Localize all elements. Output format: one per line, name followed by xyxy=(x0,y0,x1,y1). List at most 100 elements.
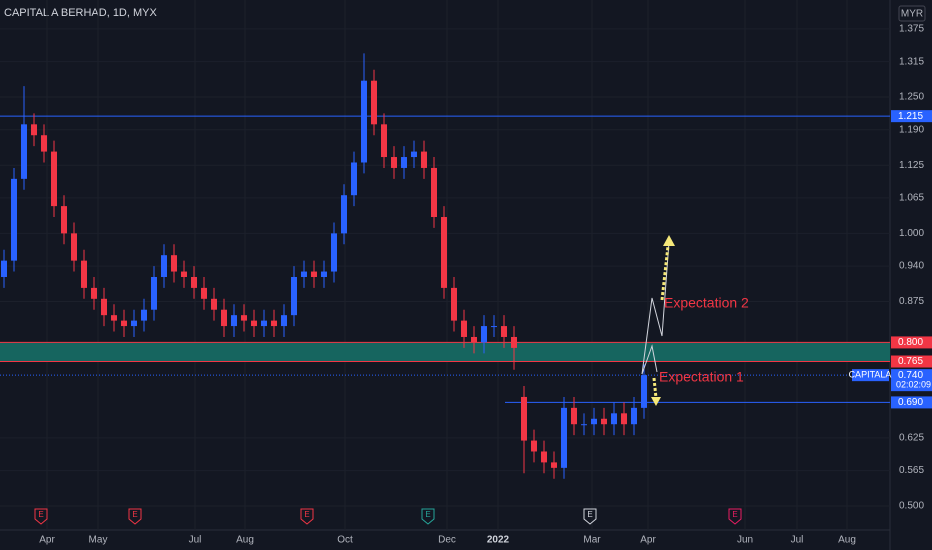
candle-body xyxy=(421,151,427,168)
candle-body xyxy=(171,255,177,272)
candle-body xyxy=(361,80,367,163)
candle-body xyxy=(571,407,577,425)
y-tick-label: 0.500 xyxy=(899,501,924,512)
candle-body xyxy=(181,271,187,277)
candle-body xyxy=(621,413,627,425)
candle-body xyxy=(131,320,137,327)
y-tick-label: 1.065 xyxy=(899,193,924,204)
annotation: Expectation 1 xyxy=(659,369,744,385)
currency-box xyxy=(898,5,926,22)
candle-body xyxy=(51,151,57,207)
candle-body xyxy=(541,451,547,463)
candle-body xyxy=(491,326,497,328)
candle-body xyxy=(81,260,87,288)
candle-body xyxy=(411,151,417,158)
annotation: Expectation 2 xyxy=(664,295,749,311)
candle-body xyxy=(141,309,147,321)
candle-body xyxy=(321,271,327,277)
candle-body xyxy=(601,418,607,425)
candle-body xyxy=(461,320,467,337)
candle-body xyxy=(11,178,17,261)
candle-body xyxy=(201,287,207,299)
event-marker xyxy=(128,508,142,525)
candle-body xyxy=(41,135,47,152)
event-label: E xyxy=(38,510,43,519)
x-tick-label: Dec xyxy=(438,535,456,546)
candle-body xyxy=(191,276,197,288)
y-tick-label: 0.875 xyxy=(899,296,924,307)
candle-body xyxy=(281,315,287,327)
price-tag-label: 0.800 xyxy=(898,337,923,348)
y-tick-label: 1.125 xyxy=(899,160,924,171)
event-marker xyxy=(300,508,314,525)
candle-body xyxy=(341,195,347,234)
candle-body xyxy=(301,271,307,277)
candle-body xyxy=(241,315,247,321)
candle-body xyxy=(521,396,527,441)
price-tag-label: 0.765 xyxy=(898,356,923,367)
x-tick-label: Jul xyxy=(791,535,804,546)
x-tick-label: Jun xyxy=(737,535,753,546)
candle-body xyxy=(331,233,337,272)
candle-body xyxy=(561,407,567,468)
countdown: 02:02:09 xyxy=(896,380,931,390)
candle-body xyxy=(371,80,377,125)
price-tag xyxy=(891,336,932,349)
candle-body xyxy=(481,326,487,343)
x-tick-label: May xyxy=(89,535,108,546)
candle-body xyxy=(161,255,167,277)
y-tick-label: 1.250 xyxy=(899,92,924,103)
event-label: E xyxy=(425,510,430,519)
y-tick-label: 1.000 xyxy=(899,228,924,239)
y-tick-label: 1.190 xyxy=(899,124,924,135)
price-tag xyxy=(891,110,932,123)
candle-body xyxy=(351,162,357,196)
arrow xyxy=(652,377,658,399)
candle-body xyxy=(631,407,637,425)
symbol-tag xyxy=(852,369,889,382)
event-label: E xyxy=(132,510,137,519)
x-tick-label: Apr xyxy=(39,535,55,546)
price-tag-label: 0.690 xyxy=(898,397,923,408)
candle-body xyxy=(451,287,457,321)
price-tag-label: 0.740 xyxy=(898,370,923,381)
candle-body xyxy=(581,424,587,426)
candle-body xyxy=(501,326,507,337)
candle-body xyxy=(31,124,37,136)
candle-body xyxy=(471,336,477,343)
event-label: E xyxy=(587,510,592,519)
x-tick-label: Oct xyxy=(337,535,353,546)
candle-body xyxy=(641,375,647,408)
chart-title: CAPITAL A BERHAD, 1D, MYX xyxy=(4,7,157,19)
price-tag-label: 1.215 xyxy=(898,111,923,122)
candle-body xyxy=(311,271,317,277)
event-label: E xyxy=(304,510,309,519)
x-tick-label: Aug xyxy=(838,535,856,546)
plot xyxy=(0,53,890,479)
arrow-head xyxy=(651,397,661,406)
candle-body xyxy=(551,462,557,468)
x-tick-label: Apr xyxy=(640,535,656,546)
candle-body xyxy=(61,206,67,234)
projection-path xyxy=(641,344,658,375)
candle-body xyxy=(511,336,517,348)
candle-body xyxy=(111,315,117,321)
arrow-head xyxy=(663,235,675,246)
candle-body xyxy=(401,157,407,168)
candle-body xyxy=(211,298,217,310)
candle-body xyxy=(271,320,277,327)
x-tick-label: 2022 xyxy=(487,535,510,546)
candle-body xyxy=(1,260,7,277)
candle-body xyxy=(591,418,597,425)
candle-body xyxy=(611,413,617,425)
candle-body xyxy=(101,298,107,316)
candle-body xyxy=(261,320,267,327)
y-tick-label: 1.375 xyxy=(899,24,924,35)
projection-path xyxy=(641,241,670,375)
candle-body xyxy=(71,233,77,261)
price-tag xyxy=(891,369,932,392)
event-label: E xyxy=(732,510,737,519)
candle-body xyxy=(381,124,387,158)
